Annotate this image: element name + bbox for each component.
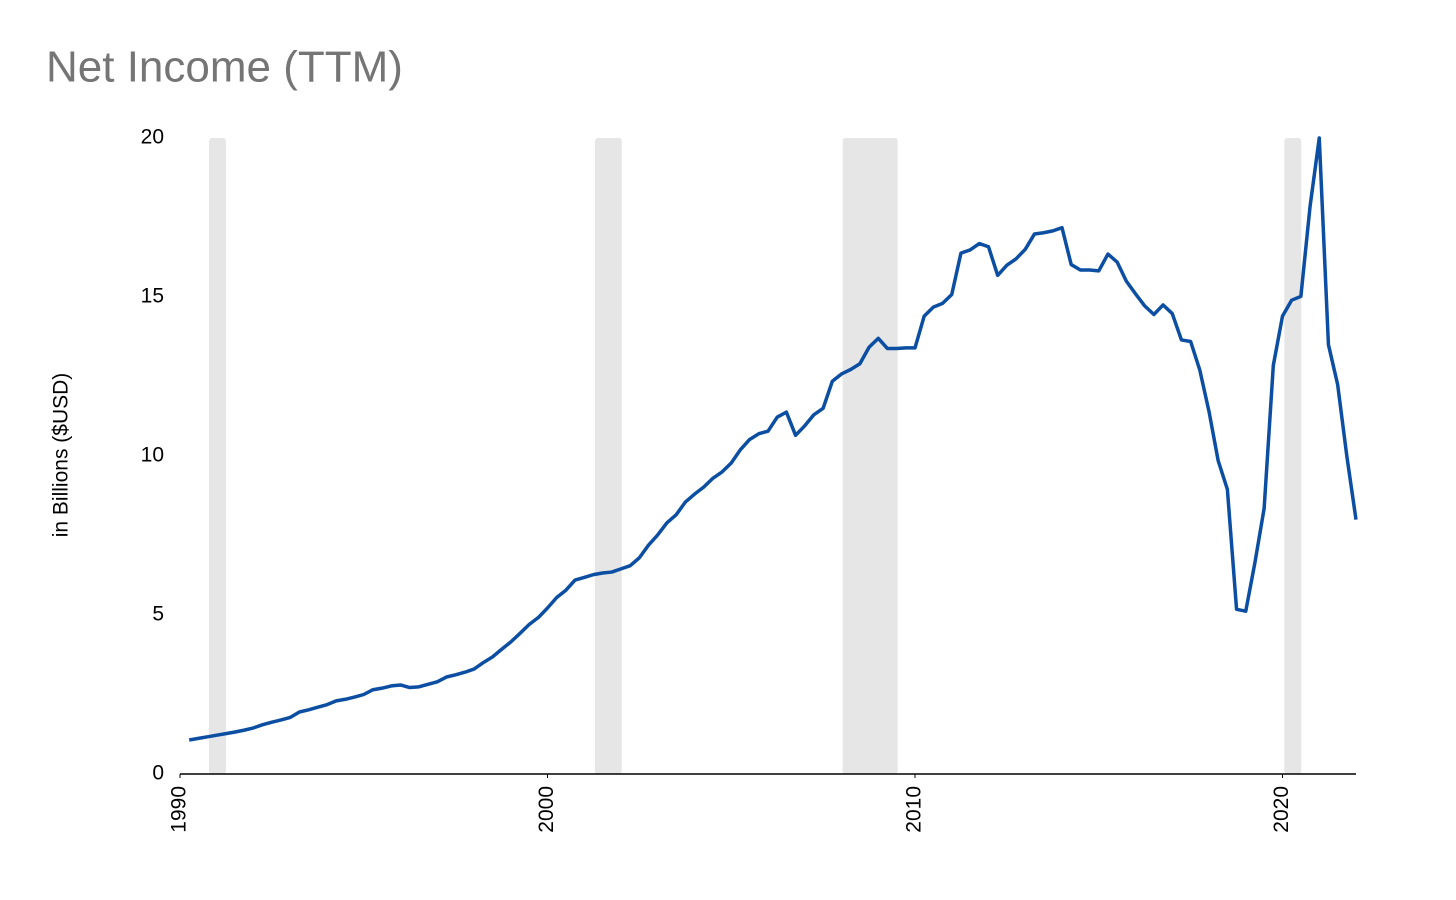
shaded-range [594, 138, 622, 774]
y-tick-label: 15 [141, 285, 164, 308]
y-tick-label: 0 [152, 762, 164, 785]
y-tick-label: 10 [141, 444, 164, 467]
shaded-range [209, 138, 226, 774]
x-tick-label: 1990 [168, 786, 191, 833]
y-axis-label: in Billions ($USD) [50, 373, 73, 538]
x-tick-label: 2000 [535, 786, 558, 833]
y-tick-label: 5 [152, 603, 164, 626]
chart-title: Net Income (TTM) [46, 43, 403, 92]
x-tick-label: 2010 [903, 786, 926, 833]
shaded-range [1284, 138, 1302, 774]
y-tick-label: 20 [141, 126, 164, 149]
data-line [188, 136, 1358, 742]
x-tick-label: 2020 [1270, 786, 1293, 833]
shaded-range [842, 138, 898, 774]
